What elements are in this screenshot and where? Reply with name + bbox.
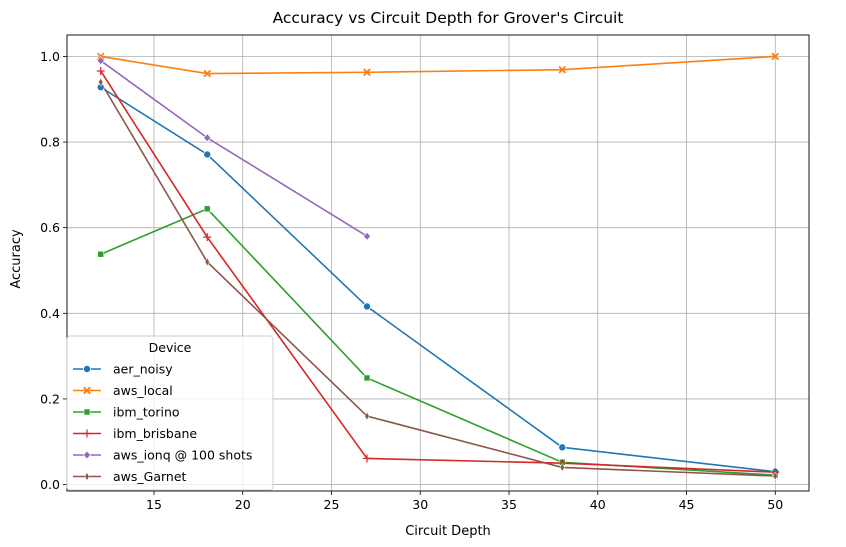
legend-marker-aer-noisy xyxy=(83,364,92,373)
legend-marker-ibm-torino xyxy=(83,408,91,416)
series-markers xyxy=(96,52,780,481)
legend-label-aer-noisy: aer_noisy xyxy=(113,362,173,377)
y-tick-label: 0.6 xyxy=(40,220,60,235)
data-point-aws-garnet xyxy=(364,411,370,421)
data-point-aws-local xyxy=(363,68,371,77)
y-tick-label: 0.8 xyxy=(40,135,60,150)
legend-label-ibm-torino: ibm_torino xyxy=(113,405,180,420)
legend-label-aws-ionq-100-shots: aws_ionq @ 100 shots xyxy=(113,448,252,463)
y-tick-label: 0.2 xyxy=(40,391,60,406)
data-point-aws-garnet xyxy=(98,77,104,87)
legend-box xyxy=(66,335,274,491)
y-tick-label: 1.0 xyxy=(40,49,60,64)
data-point-ibm-brisbane xyxy=(96,66,105,75)
data-point-aws-ionq-100-shots xyxy=(362,231,371,241)
data-point-aws-ionq-100-shots xyxy=(96,56,105,66)
y-tick-label: 0.0 xyxy=(40,477,60,492)
data-point-aws-garnet xyxy=(204,257,210,267)
x-tick-label: 35 xyxy=(501,497,517,512)
x-tick-label: 45 xyxy=(679,497,695,512)
legend-label-aws-garnet: aws_Garnet xyxy=(113,469,187,484)
legend-title: Device xyxy=(149,340,192,355)
x-tick-label: 30 xyxy=(412,497,428,512)
data-point-ibm-brisbane xyxy=(203,233,212,242)
data-point-aws-local xyxy=(771,52,780,61)
data-point-aer-noisy xyxy=(203,150,212,159)
data-point-aer-noisy xyxy=(558,443,567,452)
plot-frame xyxy=(66,34,810,492)
legend-label-ibm-brisbane: ibm_brisbane xyxy=(113,426,197,441)
data-point-ibm-brisbane xyxy=(362,454,371,463)
x-tick-label: 25 xyxy=(324,497,340,512)
x-tick-label: 20 xyxy=(235,497,251,512)
chart-title: Accuracy vs Circuit Depth for Grover's C… xyxy=(273,9,624,27)
data-point-ibm-torino xyxy=(203,205,211,213)
legend: Device aer_noisy aws_local ibm_torino ibm_b… xyxy=(66,335,274,491)
legend-marker-ibm-brisbane xyxy=(83,429,91,438)
legend-marker-aws-local xyxy=(83,386,91,395)
data-point-aws-local xyxy=(203,69,212,78)
legend-marker-aws-garnet xyxy=(84,471,90,482)
data-point-aws-garnet xyxy=(772,471,778,481)
data-point-ibm-torino xyxy=(97,250,105,258)
x-tick-label: 15 xyxy=(146,497,162,512)
x-axis: 15 20 25 30 35 40 45 50 xyxy=(146,491,783,512)
x-tick-label: 40 xyxy=(590,497,606,512)
y-axis: 0.0 0.2 0.4 0.6 0.8 1.0 xyxy=(40,49,67,492)
x-tick-label: 50 xyxy=(767,497,783,512)
data-point-aws-local xyxy=(558,65,567,74)
data-point-ibm-torino xyxy=(363,374,371,382)
legend-marker-aws-ionq-100-shots xyxy=(82,450,92,460)
data-point-aws-ionq-100-shots xyxy=(203,133,212,143)
legend-entries: aer_noisy aws_local ibm_torino ibm_brisbane… xyxy=(73,362,252,484)
legend-label-aws-local: aws_local xyxy=(113,383,173,398)
y-tick-label: 0.4 xyxy=(40,306,60,321)
y-axis-title: Accuracy xyxy=(9,229,24,289)
data-point-aer-noisy xyxy=(362,302,371,311)
data-point-aws-garnet xyxy=(559,462,565,472)
x-axis-title: Circuit Depth xyxy=(405,524,491,539)
